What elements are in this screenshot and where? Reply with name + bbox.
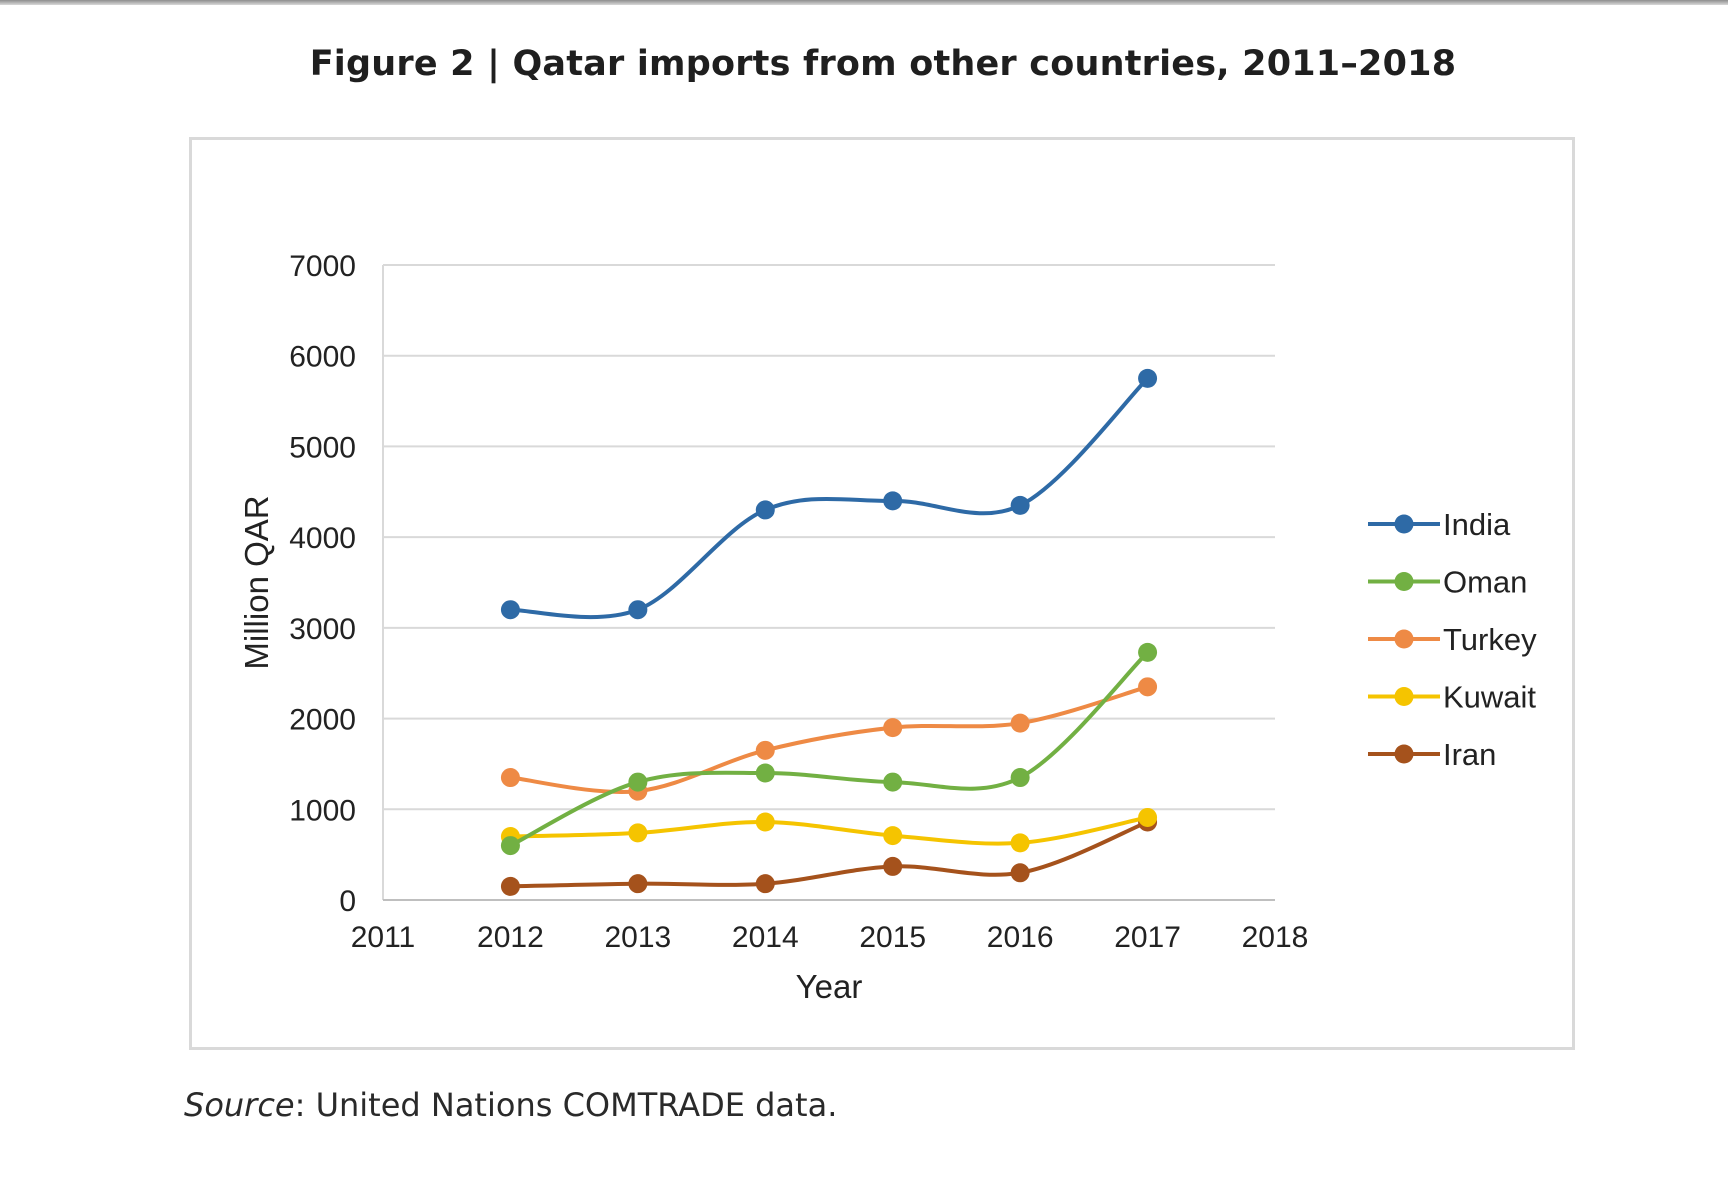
data-point-turkey-2016 (1010, 713, 1030, 733)
y-tick-label-3000: 3000 (289, 613, 356, 646)
series-line-kuwait (508, 815, 1150, 846)
y-tick-label-4000: 4000 (289, 522, 356, 555)
data-point-iran-2016 (1010, 863, 1030, 883)
x-tick-label-2018: 2018 (1242, 921, 1309, 954)
data-point-turkey-2014 (755, 740, 775, 760)
x-tick-label-2011: 2011 (351, 921, 416, 954)
x-tick-label-2013: 2013 (604, 921, 671, 954)
data-point-kuwait-2017 (1138, 807, 1158, 827)
data-point-oman-2012 (500, 836, 520, 856)
data-point-oman-2014 (755, 763, 775, 783)
legend-label-india: India (1443, 507, 1511, 542)
data-point-india-2017 (1138, 368, 1158, 388)
x-tick-label-2014: 2014 (732, 921, 799, 954)
source-label: Source (184, 1086, 295, 1124)
legend-marker-turkey (1394, 629, 1414, 649)
data-point-turkey-2017 (1138, 677, 1158, 697)
data-point-turkey-2012 (500, 768, 520, 788)
source-text: : United Nations COMTRADE data. (294, 1086, 838, 1124)
data-point-kuwait-2015 (883, 826, 903, 846)
data-point-iran-2015 (883, 856, 903, 876)
data-point-kuwait-2016 (1010, 833, 1030, 853)
data-point-turkey-2015 (883, 718, 903, 738)
y-tick-label-6000: 6000 (289, 341, 356, 374)
data-point-kuwait-2014 (755, 812, 775, 832)
data-point-iran-2013 (628, 874, 648, 894)
legend-label-turkey: Turkey (1443, 622, 1537, 657)
x-tick-label-2016: 2016 (987, 921, 1054, 954)
x-tick-label-2015: 2015 (859, 921, 926, 954)
x-tick-label-2017: 2017 (1114, 921, 1181, 954)
data-point-india-2016 (1010, 495, 1030, 515)
data-point-india-2012 (500, 600, 520, 620)
y-tick-label-7000: 7000 (289, 250, 356, 283)
data-point-kuwait-2013 (628, 823, 648, 843)
y-tick-label-5000: 5000 (289, 431, 356, 464)
top-rule (0, 0, 1728, 5)
data-point-iran-2014 (755, 874, 775, 894)
data-point-india-2013 (628, 600, 648, 620)
source-note: Source: United Nations COMTRADE data. (184, 1086, 837, 1124)
legend-label-oman: Oman (1443, 565, 1527, 600)
legend-label-iran: Iran (1443, 737, 1496, 772)
data-point-oman-2017 (1138, 642, 1158, 662)
y-tick-label-0: 0 (339, 885, 356, 918)
x-tick-label-2012: 2012 (477, 921, 544, 954)
data-point-india-2015 (883, 491, 903, 511)
legend-marker-kuwait (1394, 687, 1414, 706)
data-point-oman-2015 (883, 772, 903, 792)
legend-label-kuwait: Kuwait (1443, 680, 1536, 715)
series-line-turkey (508, 684, 1150, 794)
y-axis-title: Million QAR (238, 495, 275, 669)
data-point-oman-2013 (628, 772, 648, 792)
legend-marker-india (1394, 514, 1414, 534)
series-line-oman (508, 650, 1150, 848)
data-point-iran-2012 (500, 876, 520, 896)
data-point-india-2014 (755, 500, 775, 520)
series-line-iran (508, 819, 1150, 889)
series-line-india (508, 376, 1150, 620)
y-tick-label-2000: 2000 (289, 704, 356, 737)
chart-frame (189, 137, 1575, 1050)
figure-title: Figure 2 | Qatar imports from other coun… (309, 44, 1457, 84)
legend-marker-iran (1394, 744, 1414, 764)
x-axis-title: Year (796, 968, 863, 1005)
y-tick-label-1000: 1000 (289, 794, 356, 827)
data-point-oman-2016 (1010, 768, 1030, 788)
legend-marker-oman (1394, 572, 1414, 591)
